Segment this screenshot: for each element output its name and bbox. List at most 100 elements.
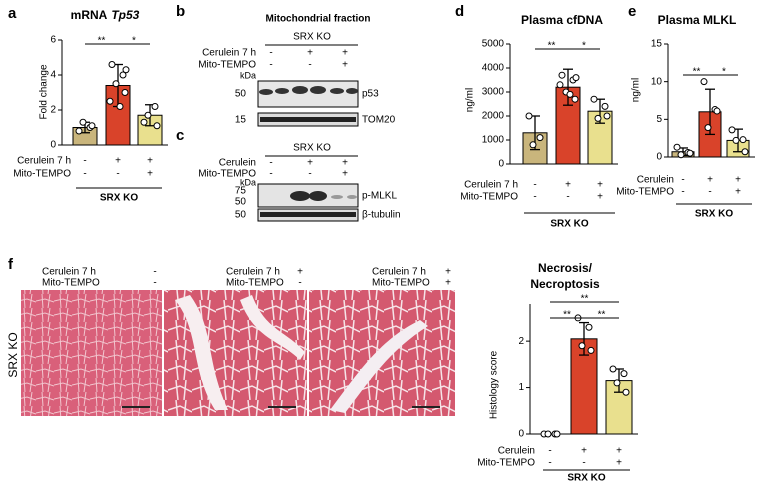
chart-title: Necroptosis bbox=[530, 277, 600, 291]
chart-title: mRNA Tp53 bbox=[71, 8, 140, 22]
significance-label: * bbox=[722, 67, 726, 78]
group-label: SRX KO bbox=[550, 219, 589, 230]
condition-mark: - bbox=[308, 60, 311, 71]
blot-band bbox=[260, 212, 356, 217]
condition-mark: - bbox=[681, 175, 684, 186]
data-point bbox=[732, 136, 740, 144]
y-tick-label: 5 bbox=[656, 114, 662, 125]
kda-label: kDa bbox=[240, 70, 256, 80]
title-italic: Tp53 bbox=[111, 8, 139, 22]
chart-title: Plasma cfDNA bbox=[521, 13, 603, 27]
kda-label: kDa bbox=[240, 177, 256, 187]
condition-mark: - bbox=[83, 169, 86, 180]
data-point bbox=[140, 118, 148, 126]
condition-label: Mito-TEMPO bbox=[477, 458, 535, 469]
condition-mark: + bbox=[307, 48, 313, 59]
blot-bands bbox=[259, 86, 358, 95]
data-point bbox=[585, 323, 593, 331]
panel-label: b bbox=[176, 3, 185, 20]
y-tick-label: 4 bbox=[50, 70, 56, 81]
marker-label: 50 bbox=[235, 89, 247, 100]
condition-mark: - bbox=[269, 48, 272, 59]
group-label: SRX KO bbox=[100, 193, 139, 204]
group-label: SRX KO bbox=[695, 209, 734, 220]
data-point bbox=[112, 80, 120, 88]
condition-mark: - bbox=[116, 169, 119, 180]
y-tick-label: 15 bbox=[651, 39, 663, 50]
condition-mark: - bbox=[566, 192, 569, 203]
y-tick-label: 2000 bbox=[482, 111, 505, 122]
title-text: Plasma MLKL bbox=[658, 13, 737, 27]
condition-mark: + bbox=[445, 278, 451, 289]
significance-label: * bbox=[582, 41, 586, 52]
condition-mark: + bbox=[342, 60, 348, 71]
data-point bbox=[728, 126, 736, 134]
condition-mark: - bbox=[298, 278, 301, 289]
data-point bbox=[700, 78, 708, 86]
blot-band bbox=[260, 117, 356, 122]
data-point bbox=[613, 379, 621, 387]
data-point bbox=[144, 111, 152, 119]
data-point bbox=[558, 71, 566, 79]
condition-label: Mito-TEMPO bbox=[372, 278, 430, 289]
condition-mark: + bbox=[616, 446, 622, 457]
condition-mark: + bbox=[147, 169, 153, 180]
error-bar bbox=[563, 68, 573, 106]
data-point bbox=[609, 365, 617, 373]
data-point bbox=[601, 102, 609, 110]
data-point bbox=[578, 342, 586, 350]
data-point bbox=[79, 118, 87, 126]
condition-mark: - bbox=[269, 158, 272, 169]
marker-label: 50 bbox=[235, 210, 247, 221]
data-point bbox=[525, 112, 533, 120]
condition-mark: - bbox=[708, 187, 711, 198]
condition-label: Mito-TEMPO bbox=[460, 192, 518, 203]
y-axis-label: ng/ml bbox=[631, 78, 642, 102]
side-label: SRX KO bbox=[6, 332, 20, 377]
data-point bbox=[119, 71, 127, 79]
data-point bbox=[677, 151, 685, 159]
significance-label: ** bbox=[563, 310, 571, 321]
condition-mark: + bbox=[735, 187, 741, 198]
title-text: Plasma cfDNA bbox=[521, 13, 603, 27]
condition-mark: + bbox=[707, 175, 713, 186]
significance-label: ** bbox=[598, 310, 606, 321]
condition-mark: - bbox=[548, 458, 551, 469]
data-point bbox=[673, 143, 681, 151]
condition-mark: + bbox=[581, 446, 587, 457]
condition-label: Cerulein bbox=[498, 446, 535, 457]
data-point bbox=[121, 89, 129, 96]
data-point bbox=[594, 114, 602, 122]
y-axis-label: Histology score bbox=[489, 350, 500, 419]
data-point bbox=[88, 122, 96, 130]
panel-label: c bbox=[176, 127, 184, 144]
condition-label: Cerulein 7 h bbox=[202, 48, 256, 59]
condition-mark: + bbox=[735, 175, 741, 186]
condition-mark: - bbox=[269, 60, 272, 71]
condition-mark: - bbox=[548, 446, 551, 457]
significance-label: ** bbox=[693, 67, 701, 78]
y-tick-label: 1 bbox=[518, 382, 524, 393]
condition-mark: + bbox=[597, 180, 603, 191]
y-tick-label: 0 bbox=[498, 159, 504, 170]
condition-mark: + bbox=[445, 267, 451, 278]
tissue-gap bbox=[175, 295, 305, 410]
panel-label: d bbox=[455, 3, 464, 20]
condition-mark: + bbox=[307, 158, 313, 169]
group-label: SRX KO bbox=[567, 473, 606, 483]
condition-mark: + bbox=[147, 156, 153, 167]
data-point bbox=[116, 103, 124, 110]
condition-mark: - bbox=[308, 169, 311, 180]
data-point bbox=[106, 97, 114, 105]
data-point bbox=[553, 430, 561, 438]
y-tick-label: 0 bbox=[518, 429, 524, 440]
data-point bbox=[556, 81, 564, 89]
condition-mark: - bbox=[269, 169, 272, 180]
condition-label: Mito-TEMPO bbox=[616, 187, 674, 198]
data-point bbox=[153, 122, 161, 130]
y-tick-label: 0 bbox=[50, 140, 56, 151]
data-point bbox=[590, 95, 598, 103]
marker-label: 50 bbox=[235, 197, 247, 208]
y-tick-label: 10 bbox=[651, 76, 663, 87]
y-tick-label: 1000 bbox=[482, 135, 505, 146]
